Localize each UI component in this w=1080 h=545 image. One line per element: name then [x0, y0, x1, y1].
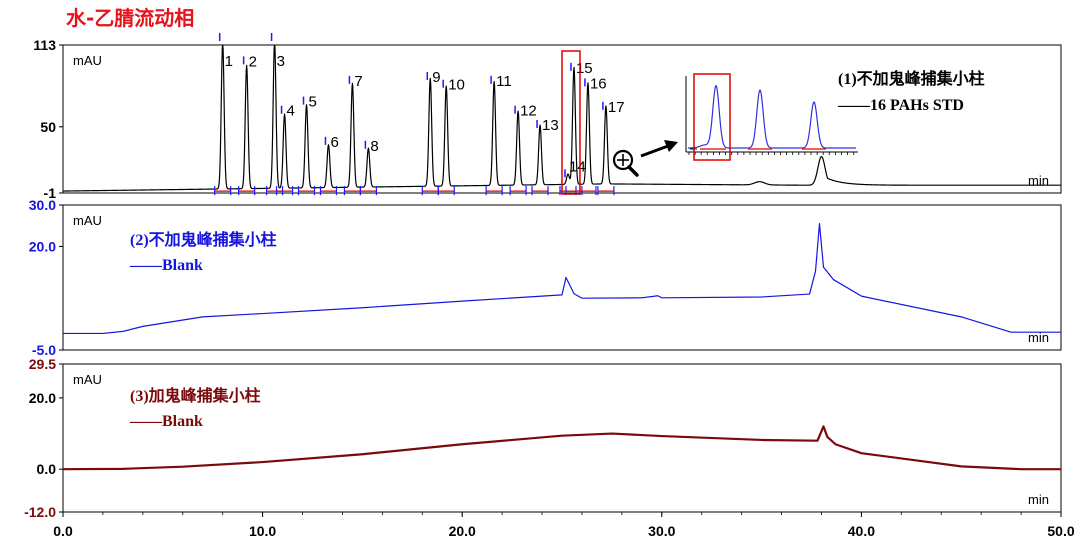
peak-label: 12: [520, 103, 537, 120]
panel3-unit-label: mAU: [73, 372, 102, 387]
panel3-legend-title: (3)加鬼峰捕集小柱: [130, 386, 261, 405]
peak-label: 11: [496, 73, 512, 90]
panel3-x-unit-label: min: [1028, 492, 1049, 507]
panel2-legend-title: (2)不加鬼峰捕集小柱: [130, 230, 277, 249]
peak-label: 7: [354, 73, 362, 90]
panel3-ytick-label: -12.0: [24, 504, 56, 520]
peak-label: 6: [330, 134, 338, 151]
peak-label: 14: [569, 158, 586, 175]
peak-label: 17: [608, 99, 625, 116]
panel2-frame: [62, 204, 1062, 351]
peak-label: 1: [225, 53, 233, 70]
inset-series-line: [688, 84, 856, 149]
panel2-legend-label: ——Blank: [129, 257, 203, 274]
x-axis-tick-label: 30.0: [648, 523, 675, 539]
panel2-unit-label: mAU: [73, 213, 102, 228]
panel1-ytick-label: 113: [33, 37, 56, 53]
x-axis-tick-label: 50.0: [1047, 523, 1074, 539]
chart-title: 水-乙腈流动相: [66, 6, 195, 30]
peak-label: 2: [249, 53, 257, 70]
peak-highlight-box: [561, 50, 581, 195]
peak-label: 10: [448, 77, 465, 94]
arrow-shaft: [640, 144, 669, 158]
panel2-ytick-label: 20.0: [29, 238, 56, 254]
panel1-ytick-label: -1: [44, 185, 57, 201]
panel3-ytick-label: 0.0: [37, 461, 57, 477]
arrow-icon: [664, 140, 678, 152]
zoom-inset: [685, 73, 858, 161]
panel3-ytick-label: 20.0: [29, 390, 56, 406]
panel1-unit-label: mAU: [73, 53, 102, 68]
panel1-legend-title: (1)不加鬼峰捕集小柱: [838, 69, 985, 88]
x-axis-tick-label: 40.0: [848, 523, 875, 539]
peak-label: 9: [432, 69, 440, 86]
inset-highlight-box: [693, 73, 731, 161]
peak-label: 4: [287, 103, 295, 120]
peak-label: 16: [590, 75, 607, 92]
panel3-ytick-label: 29.5: [29, 356, 56, 372]
panel1-legend-label: ——16 PAHs STD: [837, 97, 964, 114]
panel1-ytick-label: 50: [40, 119, 56, 135]
x-axis-tick-label: 0.0: [53, 523, 73, 539]
peak-label: 15: [576, 60, 593, 77]
zoom-handle: [627, 165, 639, 177]
panel3-series-line: [62, 425, 1061, 471]
panel1-x-unit-label: min: [1028, 173, 1049, 188]
x-axis-tick-label: 20.0: [449, 523, 476, 539]
panel2-ytick-label: 30.0: [29, 197, 56, 213]
peak-label: 3: [277, 53, 285, 70]
panel2-series-line: [63, 223, 1061, 335]
panel2-ytick-label: -5.0: [32, 342, 56, 358]
panel2-x-unit-label: min: [1028, 330, 1049, 345]
peak-label: 8: [370, 138, 378, 155]
x-axis-tick-label: 10.0: [249, 523, 276, 539]
peak-label: 5: [309, 94, 317, 111]
panel3-frame: [62, 363, 1062, 513]
panel3-legend-label: ——Blank: [129, 413, 203, 430]
peak-label: 13: [542, 117, 559, 134]
